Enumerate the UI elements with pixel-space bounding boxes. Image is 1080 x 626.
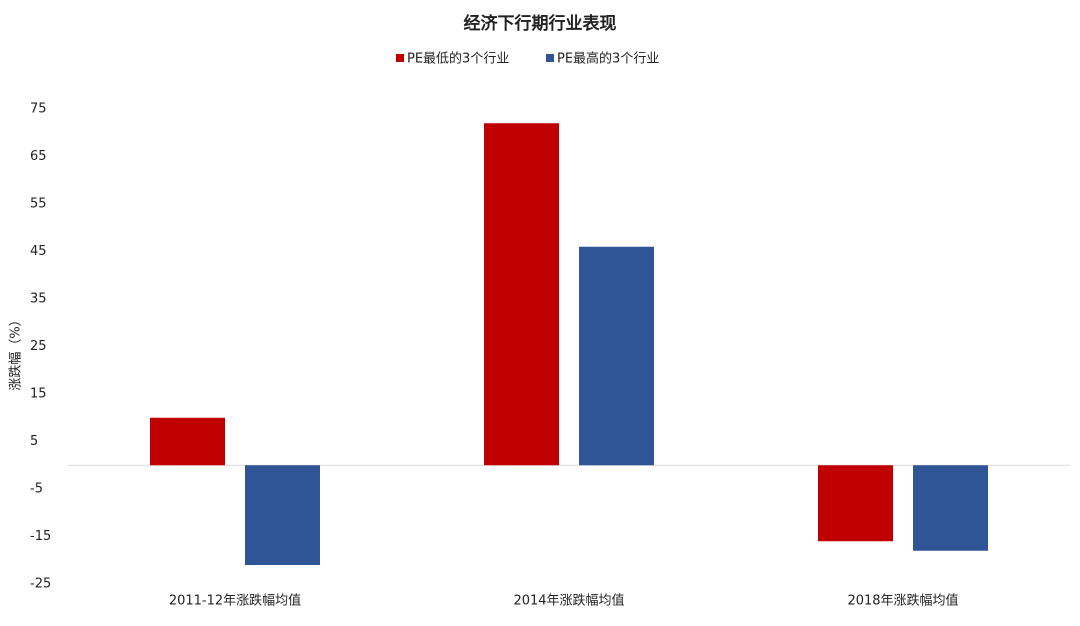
y-tick-label: 65 — [30, 149, 47, 164]
y-tick-label: 15 — [30, 387, 47, 402]
bar — [579, 246, 654, 466]
bar — [150, 417, 225, 466]
bar — [484, 123, 559, 466]
y-tick-label: 45 — [30, 244, 47, 259]
y-axis-label: 涨跌幅（%） — [8, 313, 24, 390]
bar — [913, 465, 988, 551]
x-tick-label: 2018年涨跌幅均值 — [847, 593, 958, 609]
x-tick-label: 2011-12年涨跌幅均值 — [169, 593, 301, 609]
y-tick-label: 75 — [30, 102, 47, 117]
y-tick-label: 25 — [30, 339, 47, 354]
legend-swatch — [396, 54, 404, 62]
y-tick-label: 5 — [30, 434, 38, 449]
y-tick-label: -15 — [30, 529, 51, 544]
bar — [245, 465, 320, 565]
y-tick-label: 35 — [30, 292, 47, 307]
legend-label: PE最低的3个行业 — [407, 51, 509, 67]
chart-title: 经济下行期行业表现 — [464, 13, 617, 34]
bar — [818, 465, 893, 542]
y-tick-label: -25 — [30, 577, 51, 592]
x-tick-label: 2014年涨跌幅均值 — [513, 593, 624, 609]
y-tick-label: 55 — [30, 197, 47, 212]
y-tick-label: -5 — [30, 482, 43, 497]
legend-label: PE最高的3个行业 — [557, 51, 659, 67]
legend-swatch — [546, 54, 554, 62]
